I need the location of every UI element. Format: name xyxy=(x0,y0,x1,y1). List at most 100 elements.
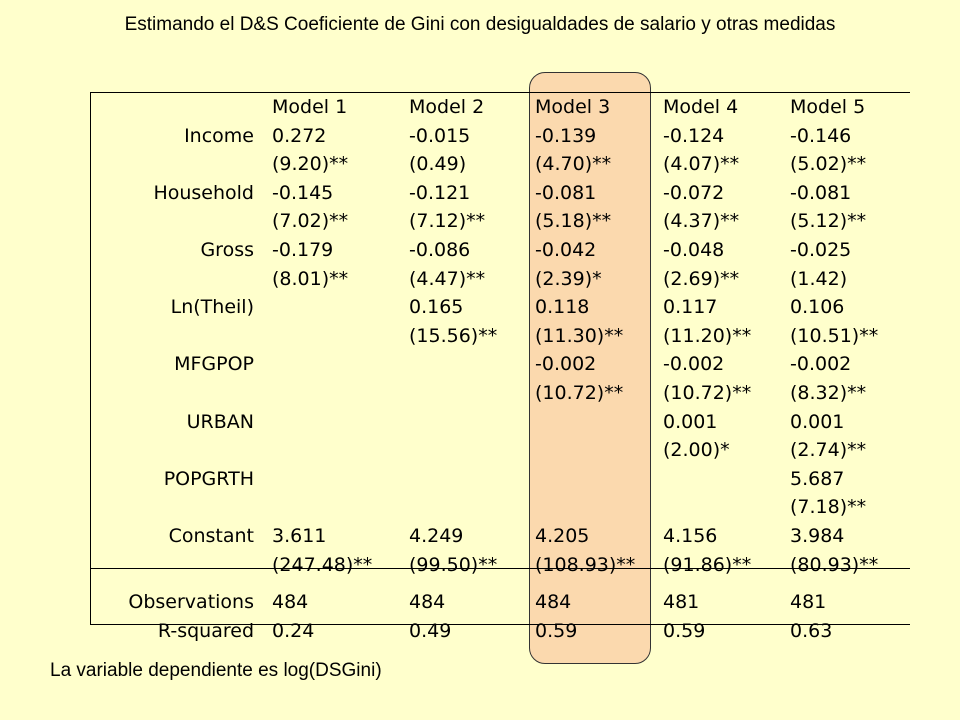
cell-model-3: (11.30)** xyxy=(535,324,624,347)
cell-model-2: 0.165 xyxy=(409,296,464,319)
cell-model-1: (247.48)** xyxy=(272,553,373,576)
cell-model-5: (80.93)** xyxy=(790,553,879,576)
cell-model-5: (1.42) xyxy=(790,267,848,290)
coef-row: POPGRTH 5.687 xyxy=(90,465,910,494)
cell-model-4: -0.124 xyxy=(663,124,725,147)
cell-model-1: 0.24 xyxy=(272,619,315,642)
row-label xyxy=(90,150,272,179)
cell-model-4 xyxy=(663,493,790,522)
coef-row: Household -0.145 -0.121 -0.081 -0.072 -0.081 xyxy=(90,179,910,208)
row-label xyxy=(90,322,272,351)
cell-model-1 xyxy=(272,493,409,522)
cell-model-3: 4.205 xyxy=(535,524,590,547)
cell-model-1 xyxy=(272,408,409,437)
cell-model-2: 4.249 xyxy=(409,524,464,547)
tstat-row: (9.20)** (0.49) (4.70)** (4.07)** (5.02)** xyxy=(90,150,910,179)
cell-model-3: 0.59 xyxy=(535,619,578,642)
tstat-row: (7.18)** xyxy=(90,493,910,522)
row-label: Constant xyxy=(168,524,254,547)
cell-model-4: (11.20)** xyxy=(663,324,752,347)
tstat-row: (8.01)** (4.47)** (2.39)* (2.69)** (1.42) xyxy=(90,265,910,294)
cell-model-2: -0.086 xyxy=(409,238,471,261)
cell-model-5: (5.02)** xyxy=(790,153,867,176)
cell-model-1: 3.611 xyxy=(272,524,327,547)
cell-model-4: 481 xyxy=(663,591,700,614)
cell-model-2 xyxy=(409,436,535,465)
tstat-row: (7.02)** (7.12)** (5.18)** (4.37)** (5.12)** xyxy=(90,207,910,236)
row-label: R-squared xyxy=(157,619,254,642)
coef-row: Ln(Theil) 0.165 0.118 0.117 0.106 xyxy=(90,293,910,322)
cell-model-3: -0.002 xyxy=(535,353,597,376)
row-label: Gross xyxy=(200,238,254,261)
cell-model-2 xyxy=(409,350,535,379)
slide-title: Estimando el D&S Coeficiente de Gini con… xyxy=(124,14,836,35)
header-model-2: Model 2 xyxy=(409,96,485,118)
cell-model-5: 0.63 xyxy=(790,619,833,642)
row-label: MFGPOP xyxy=(174,353,254,376)
table-top-rule xyxy=(90,92,910,93)
cell-model-5: 0.001 xyxy=(790,410,845,433)
cell-model-1 xyxy=(272,322,409,351)
stats-gap xyxy=(90,579,910,588)
row-label xyxy=(90,493,272,522)
coef-row: Gross -0.179 -0.086 -0.042 -0.048 -0.025 xyxy=(90,236,910,265)
coef-row: URBAN 0.001 0.001 xyxy=(90,408,910,437)
cell-model-3 xyxy=(535,436,663,465)
cell-model-1: (7.02)** xyxy=(272,210,349,233)
tstat-row: (2.00)* (2.74)** xyxy=(90,436,910,465)
row-label: Household xyxy=(153,181,254,204)
cell-model-5: -0.081 xyxy=(790,181,852,204)
cell-model-4: 4.156 xyxy=(663,524,718,547)
cell-model-4: (10.72)** xyxy=(663,381,752,404)
cell-model-2: -0.015 xyxy=(409,124,471,147)
row-label xyxy=(90,436,272,465)
coef-row: Income 0.272 -0.015 -0.139 -0.124 -0.146 xyxy=(90,122,910,151)
cell-model-4: 0.117 xyxy=(663,296,718,319)
regression-table: Model 1 Model 2 Model 3 Model 4 Model 5 Incom… xyxy=(90,93,910,645)
cell-model-1: 484 xyxy=(272,591,309,614)
cell-model-3 xyxy=(535,493,663,522)
cell-model-3: -0.081 xyxy=(535,181,597,204)
tstat-row: (15.56)** (11.30)** (11.20)** (10.51)** xyxy=(90,322,910,351)
cell-model-3: (108.93)** xyxy=(535,553,636,576)
cell-model-4: (91.86)** xyxy=(663,553,752,576)
cell-model-2 xyxy=(409,493,535,522)
model-3-highlight-box xyxy=(529,72,651,664)
cell-model-4: (4.37)** xyxy=(663,210,740,233)
cell-model-5: 5.687 xyxy=(790,467,845,490)
row-label xyxy=(90,379,272,408)
cell-model-5: (5.12)** xyxy=(790,210,867,233)
cell-model-4: (2.00)* xyxy=(663,439,730,462)
tstat-row: (247.48)** (99.50)** (108.93)** (91.86)** (8… xyxy=(90,551,910,580)
cell-model-3: 484 xyxy=(535,591,572,614)
cell-model-2: -0.121 xyxy=(409,181,471,204)
cell-model-5: (2.74)** xyxy=(790,439,867,462)
header-blank xyxy=(90,93,272,122)
cell-model-2: (7.12)** xyxy=(409,210,486,233)
header-model-3: Model 3 xyxy=(535,96,611,118)
cell-model-2 xyxy=(409,379,535,408)
cell-model-3 xyxy=(535,465,663,494)
dependent-variable-note: La variable dependiente es log(DSGini) xyxy=(50,660,382,681)
cell-model-1: (8.01)** xyxy=(272,267,349,290)
cell-model-4: 0.001 xyxy=(663,410,718,433)
stats-row: Observations 484 484 484 481 481 xyxy=(90,588,910,617)
cell-model-3: -0.042 xyxy=(535,238,597,261)
cell-model-3: (10.72)** xyxy=(535,381,624,404)
coef-row: Constant 3.611 4.249 4.205 4.156 3.984 xyxy=(90,522,910,551)
cell-model-3 xyxy=(535,408,663,437)
row-label: URBAN xyxy=(186,410,254,433)
cell-model-2: 484 xyxy=(409,591,446,614)
cell-model-3: -0.139 xyxy=(535,124,597,147)
cell-model-1 xyxy=(272,379,409,408)
cell-model-5: -0.146 xyxy=(790,124,852,147)
cell-model-5: 481 xyxy=(790,591,827,614)
cell-model-5: (8.32)** xyxy=(790,381,867,404)
row-label xyxy=(90,265,272,294)
cell-model-2: (99.50)** xyxy=(409,553,498,576)
cell-model-1 xyxy=(272,436,409,465)
cell-model-4: (2.69)** xyxy=(663,267,740,290)
cell-model-1: (9.20)** xyxy=(272,153,349,176)
header-model-5: Model 5 xyxy=(790,96,866,118)
cell-model-3: (5.18)** xyxy=(535,210,612,233)
